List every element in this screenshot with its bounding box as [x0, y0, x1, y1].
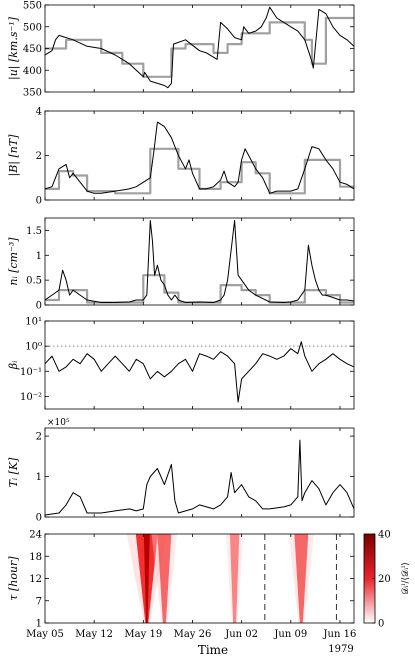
y-tick-label: 10¹: [25, 317, 42, 328]
y-tick-label: 1: [36, 619, 42, 630]
x-tick-label: May 26: [174, 629, 212, 640]
y-tick-label: 1: [36, 251, 42, 262]
y-tick-label: 0.5: [26, 276, 42, 287]
panel-speed: 350 400 450 500 550|u| [km.s⁻¹]: [7, 1, 355, 99]
y-tick-label: 18: [29, 552, 42, 563]
x-tick-label: Jun 02: [224, 629, 258, 640]
series-group: [45, 6, 354, 89]
y-tick-label: 10⁻²: [20, 392, 42, 403]
series-line: [45, 121, 354, 194]
x-tick-label: Jun 16: [323, 629, 357, 640]
x-tick-label: May 05: [26, 629, 64, 640]
series-group: [45, 220, 354, 304]
y-tick-label: 0: [36, 513, 42, 524]
series-line: [45, 341, 354, 403]
panel-frame: [44, 217, 355, 306]
x-tick-label: May 12: [75, 629, 113, 640]
year-label: 1979: [328, 644, 353, 655]
series-line-average: [45, 147, 354, 195]
panel-temperature: 0 1 2 Tᵢ [K] ×10⁵: [7, 418, 355, 524]
y-tick-label: 0: [36, 301, 42, 312]
y-axis-label: |B| [nT]: [7, 134, 21, 177]
y-multiplier: ×10⁵: [47, 418, 70, 428]
colorbar-tick-label: 40: [378, 530, 391, 541]
panel-frame: [44, 427, 355, 518]
y-tick-label: 24: [29, 530, 42, 541]
x-tick-label: May 19: [124, 629, 162, 640]
panel-spectrum: 0 20 40 𝒟ᵢᴵ/⟨𝒟ᵢᴵ⟩ 1 7 12 18 24 τ [hour]: [7, 530, 411, 630]
y-axis-label: βᵢ: [7, 361, 20, 371]
y-tick-label: 0: [36, 196, 42, 207]
series-line: [45, 6, 354, 89]
panel-frame: [44, 320, 355, 410]
y-tick-label: 10⁻¹: [20, 367, 42, 378]
colorbar-label: 𝒟ᵢᴵ/⟨𝒟ᵢᴵ⟩: [401, 562, 411, 595]
series-group: [45, 121, 354, 195]
y-tick-label: 350: [23, 88, 42, 99]
heatmap-event: [157, 534, 172, 623]
colorbar-tick-label: 0: [378, 619, 384, 630]
x-axis: May 05 May 12 May 19 May 26 Jun 02 Jun 09 Jun …: [26, 629, 356, 640]
y-tick-label: 2: [36, 151, 42, 162]
series-line: [45, 439, 354, 516]
x-axis-label: Time: [198, 643, 228, 657]
series-line-average: [45, 274, 354, 304]
y-tick-label: 10⁰: [25, 342, 42, 353]
y-tick-label: 12: [29, 574, 42, 585]
x-tick-label: Jun 09: [273, 629, 307, 640]
y-tick-label: 1.5: [26, 226, 42, 237]
series-group: [45, 341, 354, 403]
y-axis-label: τ [hour]: [7, 556, 20, 601]
y-tick-label: 7: [36, 596, 42, 607]
y-tick-label: 4: [36, 107, 42, 118]
heatmap-event-core: [143, 534, 150, 623]
y-tick-label: 450: [23, 44, 42, 55]
y-axis-label: |u| [km.s⁻¹]: [7, 16, 21, 80]
y-tick-label: 2: [36, 432, 42, 443]
y-tick-label: 550: [23, 1, 42, 12]
heatmap-area: [126, 534, 315, 623]
heatmap-event: [294, 534, 309, 623]
panel-density: 0 0.5 1 1.5 nᵢ [cm⁻³]: [7, 217, 355, 312]
y-axis-label: Tᵢ [K]: [7, 457, 20, 488]
series-group: [45, 439, 354, 516]
panel-bfield: 0 2 4 |B| [nT]: [7, 107, 355, 207]
panel-beta: 10⁻² 10⁻¹ 10⁰ 10¹ βᵢ: [7, 317, 355, 410]
y-tick-label: 500: [23, 22, 42, 33]
y-tick-label: 1: [36, 472, 42, 483]
y-tick-label: 400: [23, 66, 42, 77]
colorbar-tick-label: 20: [378, 574, 391, 585]
heatmap-event: [229, 534, 240, 623]
y-axis-label: nᵢ [cm⁻³]: [7, 237, 20, 286]
